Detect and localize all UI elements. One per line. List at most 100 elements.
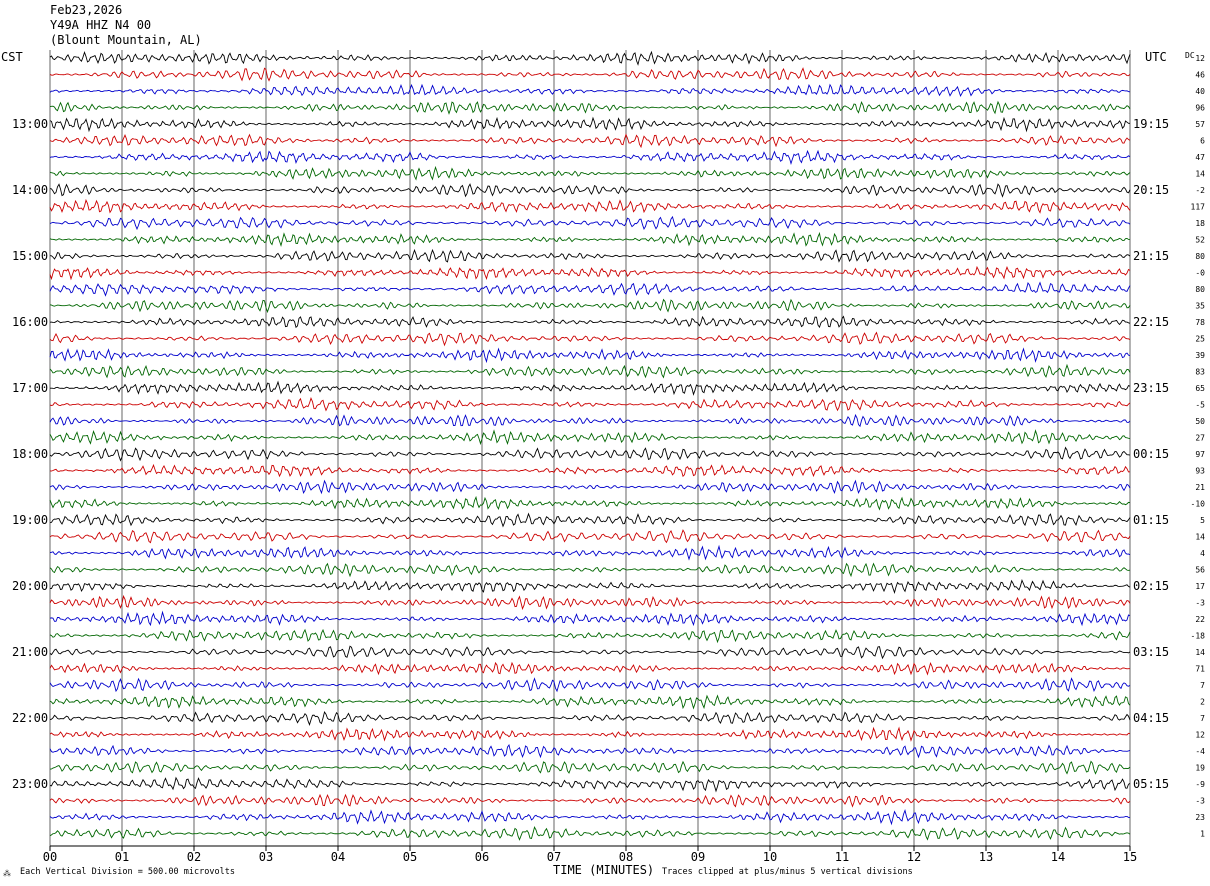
trace-row (49, 281, 1131, 297)
cst-hour-label: 13:00 (12, 117, 48, 131)
dc-offset-value: 96 (1195, 104, 1205, 113)
x-tick-label: 08 (619, 850, 633, 864)
trace-row (49, 677, 1131, 693)
record-date: Feb23,2026 (50, 3, 123, 17)
utc-hour-label: 03:15 (1133, 645, 1169, 659)
dc-offset-value: 14 (1195, 533, 1205, 542)
trace-row (49, 826, 1131, 841)
utc-hour-label: 23:15 (1133, 381, 1169, 395)
cst-hour-label: 20:00 (12, 579, 48, 593)
dc-offset-value: 25 (1195, 335, 1205, 344)
utc-hour-label: 05:15 (1133, 777, 1169, 791)
cst-hour-labels: 13:00 14:00 15:00 16:00 17:00 18:00 19:00 20:00… (12, 117, 48, 791)
trace-row (49, 495, 1131, 511)
dc-offset-value: 80 (1195, 252, 1205, 261)
trace-row (49, 610, 1131, 627)
dc-offset-value: -3 (1195, 797, 1205, 806)
dc-offset-column: 124640965764714-2117185280-0803578253983… (1191, 54, 1206, 839)
dc-offset-value: 46 (1195, 71, 1205, 80)
dc-offset-value: 17 (1195, 582, 1205, 591)
trace-row (49, 248, 1131, 263)
dc-offset-value: 19 (1195, 764, 1205, 773)
utc-hour-labels: 19:15 20:15 21:15 22:15 23:15 00:15 01:15 02:15… (1133, 117, 1169, 791)
dc-offset-value: 93 (1195, 467, 1205, 476)
trace-row (49, 776, 1131, 793)
station-code: Y49A HHZ N4 00 (50, 18, 152, 32)
utc-axis-label: UTC (1145, 50, 1167, 64)
trace-row (49, 512, 1131, 528)
dc-offset-value: 50 (1195, 417, 1205, 426)
dc-offset-value: 47 (1195, 153, 1205, 162)
trace-row (49, 446, 1131, 462)
trace-row (49, 694, 1131, 710)
trace-row (49, 298, 1131, 314)
cst-hour-label: 21:00 (12, 645, 48, 659)
dc-offset-value: 78 (1195, 318, 1205, 327)
utc-hour-label: 19:15 (1133, 117, 1169, 131)
dc-offset-value: 7 (1200, 714, 1205, 723)
x-tick-label: 03 (259, 850, 273, 864)
dc-offset-value: -9 (1195, 780, 1205, 789)
trace-row (49, 463, 1131, 478)
dc-offset-value: -5 (1195, 401, 1205, 410)
dc-offset-value: -0 (1195, 269, 1205, 278)
dc-offset-value: -10 (1191, 500, 1206, 509)
dc-offset-value: -3 (1195, 599, 1205, 608)
dc-offset-value: 57 (1195, 120, 1205, 129)
dc-offset-value: 18 (1195, 219, 1205, 228)
trace-row (49, 331, 1131, 347)
dc-offset-value: 40 (1195, 87, 1205, 96)
trace-row (49, 710, 1131, 726)
dc-offset-value: 6 (1200, 137, 1205, 146)
grid-lines (49, 50, 1131, 846)
dc-offset-value: 65 (1195, 384, 1205, 393)
cst-hour-label: 18:00 (12, 447, 48, 461)
x-tick-label: 14 (1051, 850, 1065, 864)
dc-offset-value: 97 (1195, 450, 1205, 459)
utc-hour-label: 00:15 (1133, 447, 1169, 461)
trace-row (49, 744, 1131, 759)
clip-note: Traces clipped at plus/minus 5 vertical … (662, 867, 913, 877)
trace-row (49, 628, 1131, 644)
dc-offset-value: 71 (1195, 665, 1205, 674)
utc-hour-label: 01:15 (1133, 513, 1169, 527)
trace-row (49, 198, 1131, 214)
trace-row (49, 165, 1131, 181)
trace-row (49, 793, 1131, 808)
cst-hour-label: 16:00 (12, 315, 48, 329)
trace-row (49, 265, 1131, 281)
trace-row (49, 594, 1131, 611)
x-tick-label: 02 (187, 850, 201, 864)
x-tick-label: 01 (115, 850, 129, 864)
cst-hour-label: 17:00 (12, 381, 48, 395)
dc-offset-value: 35 (1195, 302, 1205, 311)
utc-hour-label: 21:15 (1133, 249, 1169, 263)
x-tick-label: 15 (1123, 850, 1137, 864)
station-location: (Blount Mountain, AL) (50, 33, 202, 47)
dc-offset-value: 22 (1195, 615, 1205, 624)
cst-hour-label: 15:00 (12, 249, 48, 263)
trace-row (49, 380, 1131, 396)
x-tick-label: 00 (43, 850, 57, 864)
trace-row (49, 808, 1131, 826)
trace-row (49, 726, 1131, 742)
x-tick-label: 06 (475, 850, 489, 864)
dc-offset-value: 2 (1200, 698, 1205, 707)
dc-offset-value: 21 (1195, 483, 1205, 492)
x-tick-label: 09 (691, 850, 705, 864)
trace-row (49, 544, 1131, 561)
trace-row (49, 315, 1131, 329)
trace-row (49, 760, 1131, 775)
utc-hour-label: 20:15 (1133, 183, 1169, 197)
trace-row (49, 529, 1131, 544)
trace-row (49, 479, 1131, 495)
dc-offset-value: 27 (1195, 434, 1205, 443)
dc-offset-value: 83 (1195, 368, 1205, 377)
x-tick-label: 10 (763, 850, 777, 864)
cst-hour-label: 19:00 (12, 513, 48, 527)
cst-hour-label: 14:00 (12, 183, 48, 197)
trace-row (49, 67, 1131, 82)
utc-hour-label: 04:15 (1133, 711, 1169, 725)
dc-offset-value: 52 (1195, 236, 1205, 245)
trace-row (49, 50, 1131, 66)
